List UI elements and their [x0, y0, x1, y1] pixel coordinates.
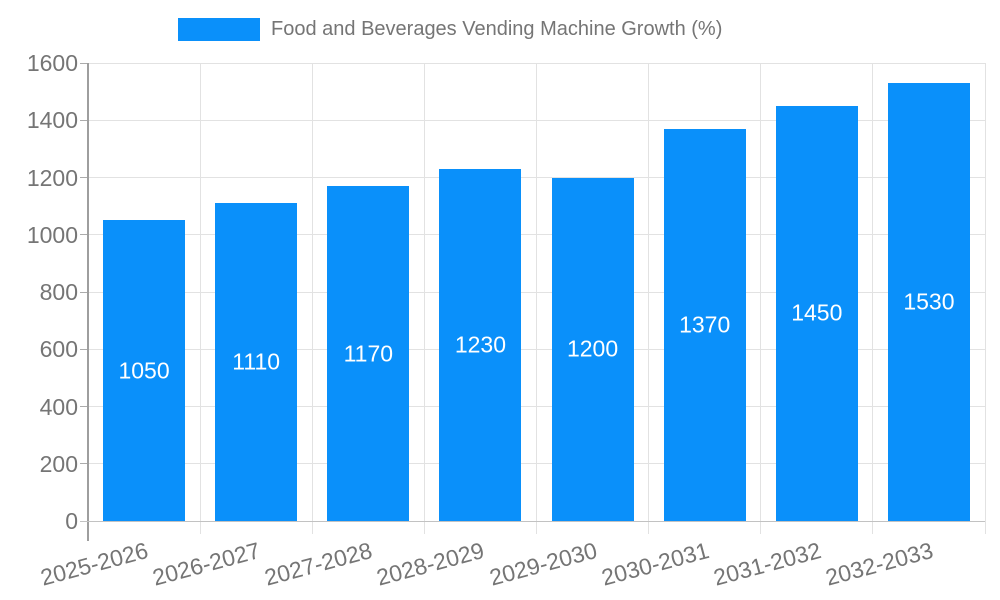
y-axis-tick-label: 1400 — [26, 107, 78, 134]
bar-value-label: 1110 — [232, 348, 281, 375]
legend-label: Food and Beverages Vending Machine Growt… — [271, 18, 723, 40]
chart-legend[interactable]: Food and Beverages Vending Machine Growt… — [178, 18, 722, 41]
bar[interactable] — [327, 186, 410, 521]
x-axis-label: 2029-2030 — [486, 537, 600, 591]
x-axis-label: 2025-2026 — [37, 537, 151, 591]
y-axis-tick-label: 1600 — [26, 50, 78, 76]
bar-value-label: 1200 — [566, 335, 619, 362]
y-tick-mark — [80, 406, 88, 407]
y-tick-mark — [80, 177, 88, 178]
y-tick-mark — [80, 119, 88, 121]
bar[interactable] — [551, 177, 634, 521]
bar[interactable] — [887, 83, 970, 521]
y-axis-tick-label: 1200 — [26, 164, 78, 191]
y-tick-mark — [80, 62, 88, 64]
y-axis-tick-label: 200 — [39, 450, 78, 477]
v-gridline — [760, 63, 762, 534]
bar-value-label: 1170 — [343, 340, 394, 367]
x-axis-label: 2026-2027 — [149, 537, 263, 591]
bar[interactable] — [103, 220, 186, 521]
bar[interactable] — [215, 203, 298, 521]
bar-value-label: 1050 — [118, 357, 170, 384]
y-tick-mark — [80, 348, 88, 350]
x-axis-line — [80, 520, 985, 522]
bar-value-label: 1370 — [679, 311, 731, 338]
v-gridline — [648, 63, 650, 534]
legend-swatch — [178, 18, 260, 41]
y-tick-mark — [80, 234, 88, 236]
y-axis-tick-label: 1000 — [26, 221, 78, 248]
x-axis-label: 2028-2029 — [374, 537, 488, 591]
bar-value-label: 1450 — [791, 299, 843, 326]
v-gridline — [199, 63, 201, 534]
v-gridline — [311, 63, 313, 534]
x-axis-label: 2032-2033 — [822, 537, 936, 591]
bar-value-label: 1530 — [903, 288, 955, 315]
v-gridline — [872, 63, 874, 534]
y-tick-mark — [80, 463, 88, 465]
bar[interactable] — [439, 168, 522, 521]
v-gridline — [423, 63, 425, 534]
y-axis-tick-label: 0 — [65, 508, 78, 534]
bar[interactable] — [663, 128, 746, 521]
y-axis-line — [87, 63, 89, 541]
x-axis-label: 2030-2031 — [598, 537, 712, 591]
bar-value-label: 1230 — [454, 331, 507, 358]
y-axis-tick-label: 600 — [39, 336, 78, 363]
v-gridline — [536, 63, 537, 534]
x-axis-label: 2031-2032 — [710, 537, 824, 591]
bar[interactable] — [775, 105, 858, 521]
y-axis-tick-label: 400 — [39, 393, 78, 420]
x-axis-label: 2027-2028 — [262, 537, 376, 591]
y-tick-mark — [80, 291, 88, 293]
v-gridline — [984, 63, 986, 534]
y-axis-tick-label: 800 — [39, 279, 78, 305]
